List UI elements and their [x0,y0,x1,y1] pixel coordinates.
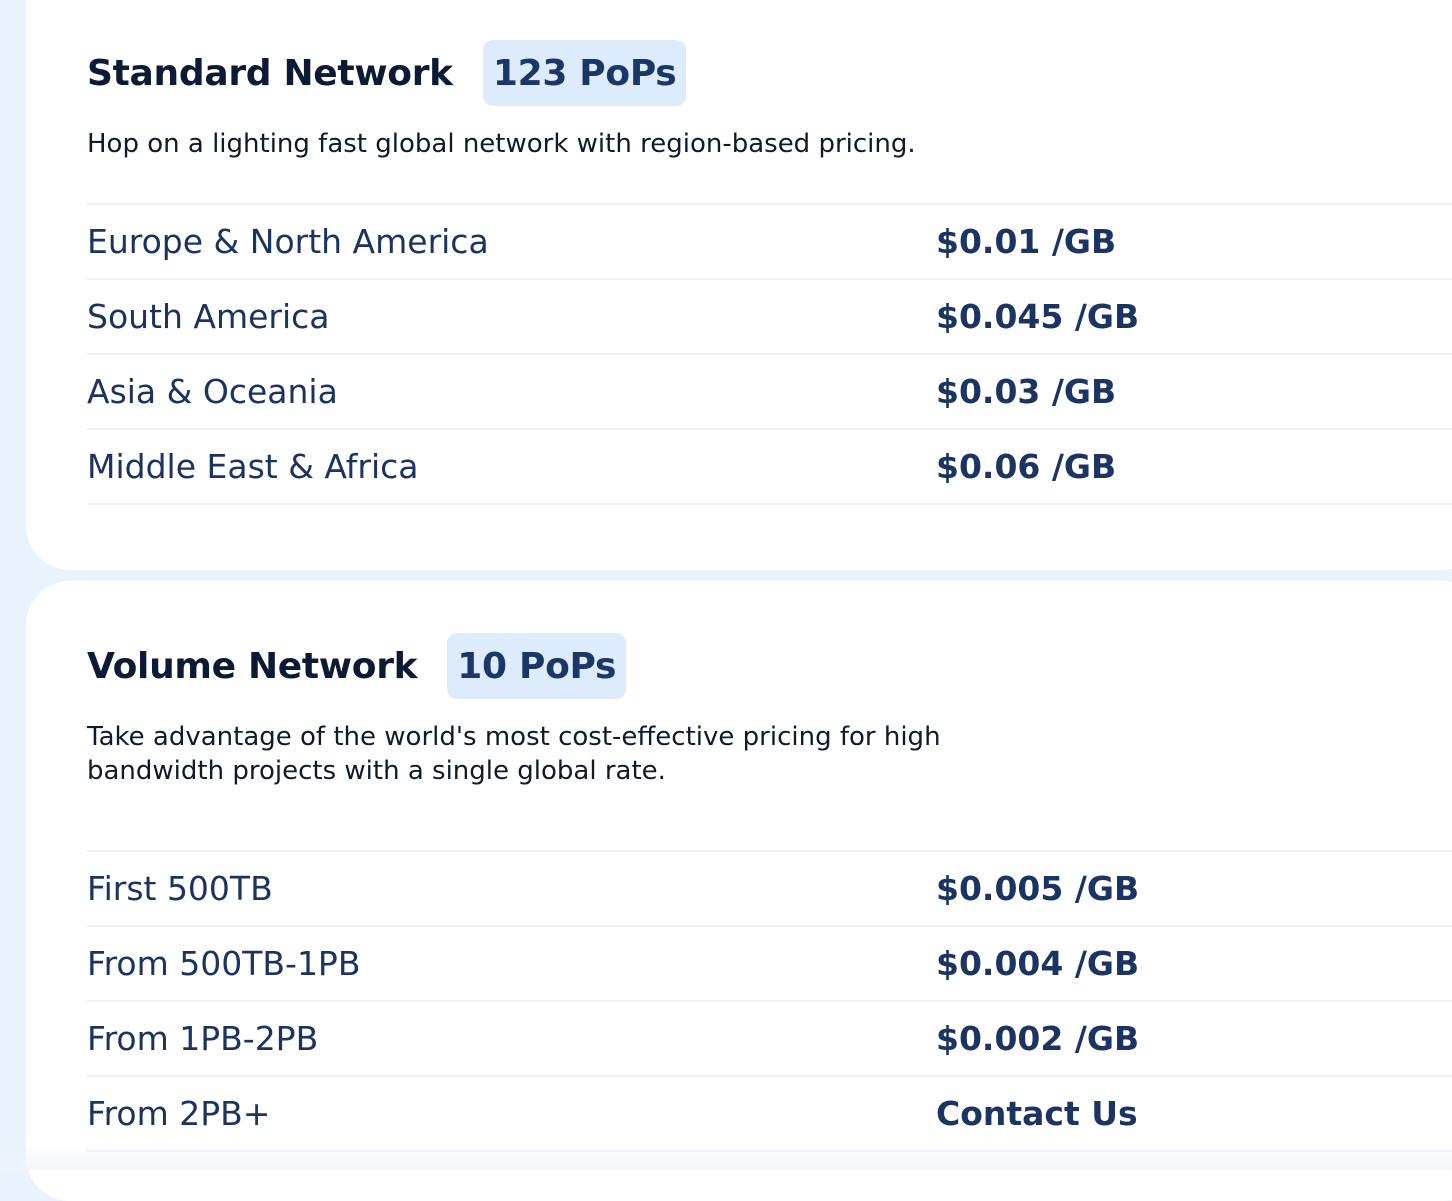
region-price: $0.045 /GB [936,297,1140,336]
tier-label: First 500TB [87,869,273,908]
standard-network-title: Standard Network [87,52,453,94]
standard-network-content: Standard Network 123 PoPs Hop on a light… [87,40,1452,505]
volume-network-description: Take advantage of the world's most cost-… [87,722,941,786]
tier-label: From 500TB-1PB [87,944,361,983]
standard-network-description: Hop on a lighting fast global network wi… [87,129,916,159]
volume-network-title: Volume Network [87,645,418,687]
pricing-row: Asia & Oceania $0.03 /GB [87,355,1452,430]
volume-network-card: Volume Network 10 PoPs Take advantage of… [26,581,1452,1201]
tier-label: From 1PB-2PB [87,1019,319,1058]
region-label: South America [87,297,330,336]
bottom-fade [0,1140,1452,1170]
pricing-row: Europe & North America $0.01 /GB [87,205,1452,280]
standard-network-header: Standard Network 123 PoPs [87,40,1452,106]
pricing-row: From 500TB-1PB $0.004 /GB [87,927,1452,1002]
volume-pricing-table: First 500TB $0.005 /GB From 500TB-1PB $0… [87,850,1452,1152]
tier-price: $0.002 /GB [936,1019,1140,1058]
volume-network-content: Volume Network 10 PoPs Take advantage of… [87,633,1452,1152]
tier-price: $0.004 /GB [936,944,1140,983]
volume-pops-badge: 10 PoPs [447,633,627,699]
region-label: Middle East & Africa [87,447,419,486]
region-price: $0.01 /GB [936,222,1117,261]
standard-network-card: Standard Network 123 PoPs Hop on a light… [26,0,1452,570]
pricing-row: First 500TB $0.005 /GB [87,852,1452,927]
standard-pricing-table: Europe & North America $0.01 /GB South A… [87,203,1452,505]
tier-label: From 2PB+ [87,1094,271,1133]
pricing-row: South America $0.045 /GB [87,280,1452,355]
region-label: Asia & Oceania [87,372,338,411]
pricing-row: From 1PB-2PB $0.002 /GB [87,1002,1452,1077]
tier-price: Contact Us [936,1094,1138,1133]
region-label: Europe & North America [87,222,489,261]
pricing-row: Middle East & Africa $0.06 /GB [87,430,1452,505]
volume-network-header: Volume Network 10 PoPs [87,633,1452,699]
region-price: $0.06 /GB [936,447,1117,486]
region-price: $0.03 /GB [936,372,1117,411]
standard-pops-badge: 123 PoPs [482,40,687,106]
tier-price: $0.005 /GB [936,869,1140,908]
